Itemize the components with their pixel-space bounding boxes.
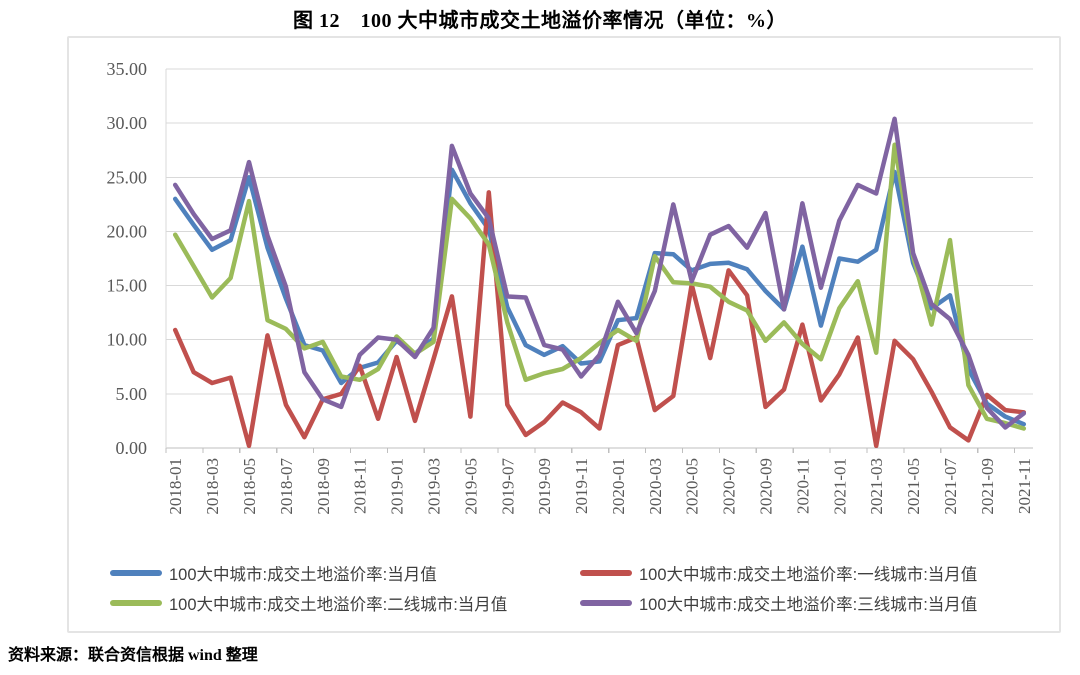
x-axis-tick-label: 2018-01 (166, 458, 185, 515)
y-axis-tick-label: 10.00 (107, 330, 148, 350)
chart-legend: 100大中城市:成交土地溢价率:当月值 100大中城市:成交土地溢价率:一线城市:… (110, 558, 1051, 618)
y-axis-tick-label: 20.00 (107, 221, 148, 241)
x-axis-tick-label: 2021-01 (830, 458, 849, 515)
chart-title: 图 12 100 大中城市成交土地溢价率情况（单位：%） (293, 10, 787, 32)
x-axis-tick-label: 2020-07 (720, 458, 739, 515)
series-line-1 (172, 190, 1027, 449)
legend-line-swatch (580, 570, 632, 576)
x-axis-tick-label: 2018-05 (240, 458, 259, 515)
x-axis-tick-label: 2018-07 (277, 458, 296, 515)
y-axis-tick-label: 25.00 (107, 167, 148, 187)
x-axis-tick-label: 2021-09 (978, 458, 997, 515)
legend-label: 100大中城市:成交土地溢价率:当月值 (169, 566, 437, 584)
y-axis-tick-label: 15.00 (107, 276, 148, 296)
x-axis-tick-label: 2020-01 (609, 458, 628, 515)
x-axis-tick-label: 2018-09 (314, 458, 333, 515)
legend-label: 100大中城市:成交土地溢价率:二线城市:当月值 (169, 596, 508, 614)
x-axis-tick-label: 2018-11 (351, 458, 370, 514)
legend-item-1: 100大中城市:成交土地溢价率:一线城市:当月值 (580, 561, 1051, 585)
series-line-0 (172, 167, 1027, 427)
legend-label: 100大中城市:成交土地溢价率:三线城市:当月值 (639, 596, 978, 614)
x-axis-tick-label: 2020-09 (757, 458, 776, 515)
source-note: 资料来源：联合资信根据 wind 整理 (8, 647, 258, 664)
x-axis-tick-label: 2020-05 (683, 458, 702, 515)
legend-item-2: 100大中城市:成交土地溢价率:二线城市:当月值 (110, 591, 580, 615)
x-axis-tick-label: 2020-03 (646, 458, 665, 515)
x-axis-tick-label: 2021-11 (1015, 458, 1034, 514)
y-axis-tick-label: 35.00 (107, 59, 148, 79)
legend-line-swatch (580, 600, 632, 606)
line-chart-plot: 0.00 5.00 10.00 15.00 20.00 25.00 30.00 35.00 20… (107, 59, 1034, 515)
legend-line-swatch (110, 600, 162, 606)
x-axis-tick-label: 2021-05 (904, 458, 923, 515)
legend-item-3: 100大中城市:成交土地溢价率:三线城市:当月值 (580, 591, 1051, 615)
x-axis-tick-label: 2018-03 (203, 458, 222, 515)
x-axis-tick-label: 2021-03 (867, 458, 886, 515)
x-axis-tick-label: 2019-01 (388, 458, 407, 515)
x-axis-tick-label: 2019-05 (461, 458, 480, 515)
x-axis-tick-label: 2020-11 (793, 458, 812, 514)
x-axis-tick-label: 2019-11 (572, 458, 591, 514)
legend-line-swatch (110, 570, 162, 576)
series-line-2 (172, 142, 1027, 431)
series-line-3 (172, 116, 1027, 430)
legend-item-0: 100大中城市:成交土地溢价率:当月值 (110, 561, 580, 585)
legend-label: 100大中城市:成交土地溢价率:一线城市:当月值 (639, 566, 978, 584)
y-axis-tick-label: 0.00 (116, 438, 148, 458)
y-axis-tick-label: 5.00 (116, 384, 148, 404)
x-axis-tick-label: 2019-09 (535, 458, 554, 515)
x-axis-tick-label: 2019-07 (498, 458, 517, 515)
x-axis-tick-label: 2021-07 (941, 458, 960, 515)
y-axis-tick-label: 30.00 (107, 113, 148, 133)
chart-frame: 0.00 5.00 10.00 15.00 20.00 25.00 30.00 35.00 20… (67, 36, 1061, 633)
x-axis-tick-label: 2019-03 (424, 458, 443, 515)
